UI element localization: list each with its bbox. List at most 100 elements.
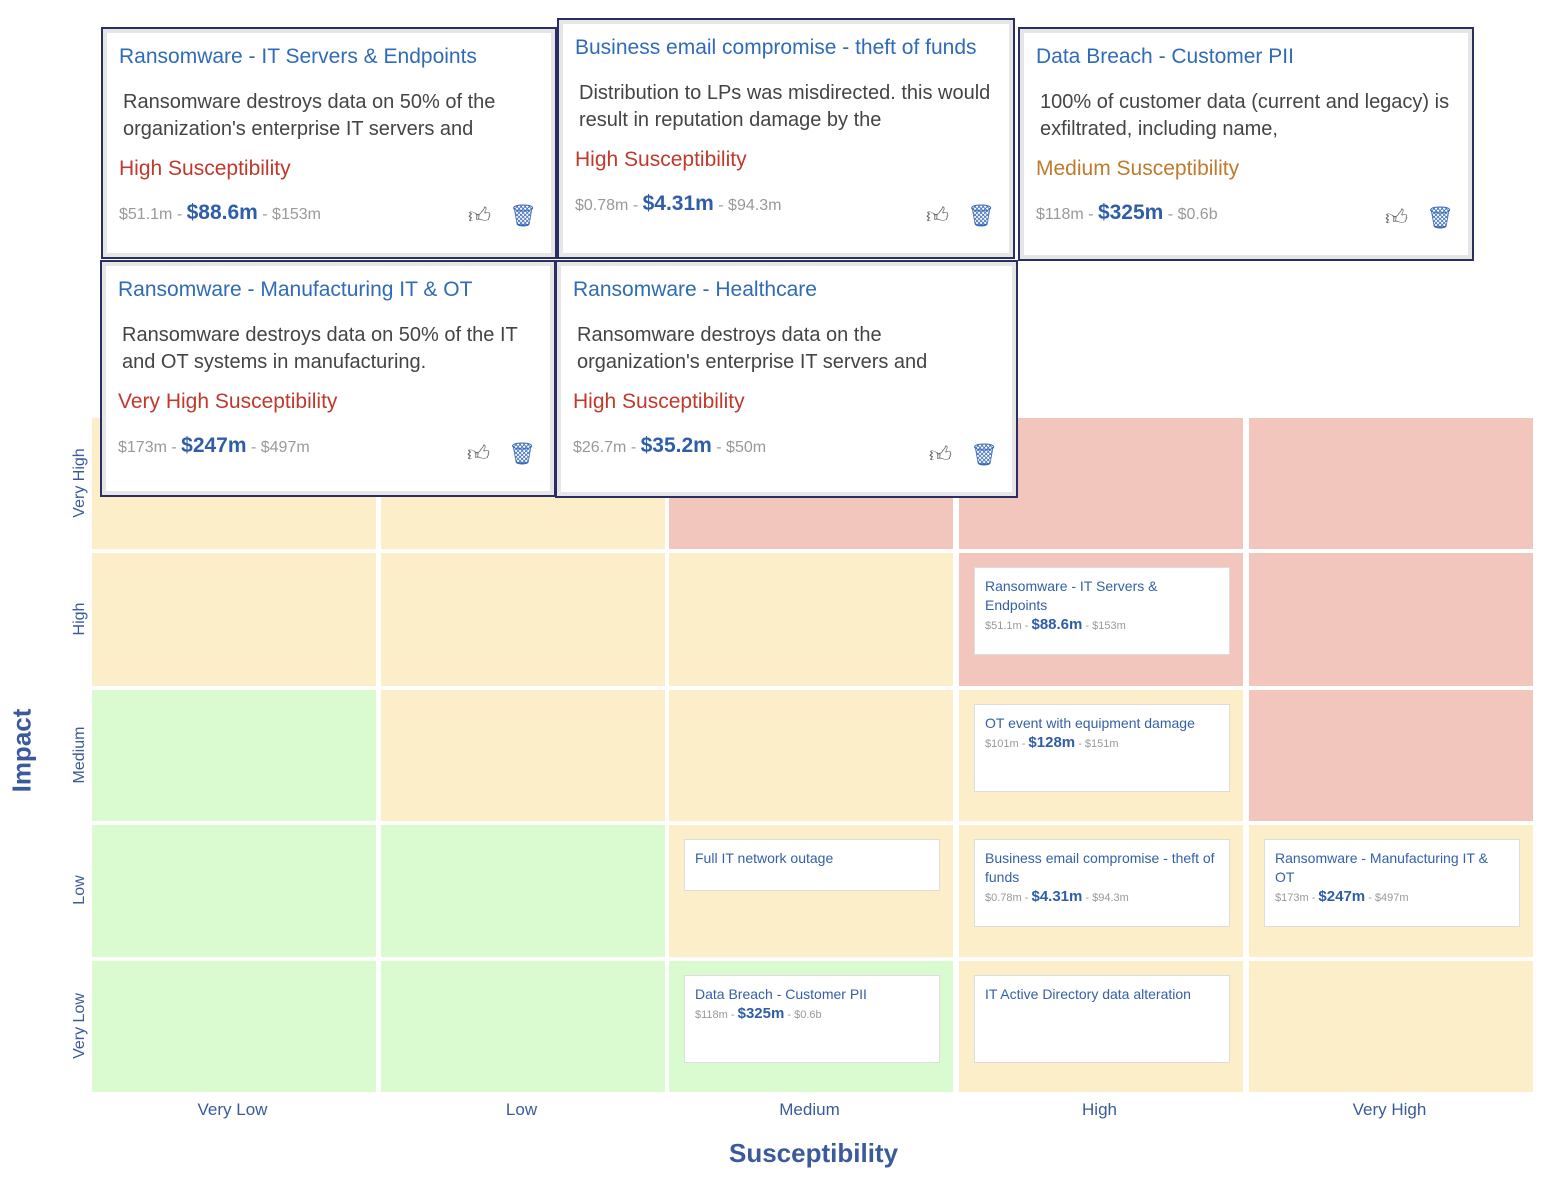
- matrix-cell: [1249, 418, 1533, 549]
- risk-detail-card[interactable]: Ransomware - IT Servers & Endpoints Ranso…: [101, 27, 557, 259]
- risk-title: OT event with equipment damage: [985, 715, 1195, 731]
- row-label: Very Low: [71, 992, 88, 1059]
- trash-icon[interactable]: 🗑︎: [508, 441, 536, 466]
- matrix-risk-card[interactable]: Ransomware - IT Servers & Endpoints $51.1…: [974, 567, 1230, 655]
- risk-detail-card[interactable]: Ransomware - Healthcare Ransomware destro…: [555, 260, 1018, 498]
- card-title[interactable]: Ransomware - Manufacturing IT & OT: [118, 278, 473, 301]
- matrix-risk-card[interactable]: Full IT network outage: [684, 839, 940, 891]
- card-title[interactable]: Data Breach - Customer PII: [1036, 45, 1294, 68]
- column-label: Very Low: [197, 1100, 268, 1119]
- range-low: $0.78m: [985, 892, 1022, 904]
- thumbs-up-icon[interactable]: 👍︎: [468, 203, 491, 228]
- card-title[interactable]: Ransomware - IT Servers & Endpoints: [119, 45, 477, 68]
- range-high: $151m: [1084, 738, 1119, 750]
- matrix-risk-card[interactable]: IT Active Directory data alteration: [974, 975, 1230, 1063]
- risk-title: Ransomware - IT Servers & Endpoints: [985, 578, 1158, 613]
- matrix-cell: [92, 961, 376, 1092]
- range-expected: $247m: [1318, 888, 1366, 905]
- risk-title: Business email compromise - theft of fun…: [985, 850, 1215, 885]
- range-high: $50m: [726, 439, 767, 456]
- row-label: Low: [71, 875, 88, 905]
- column-label: High: [1082, 1100, 1117, 1119]
- trash-icon[interactable]: 🗑︎: [967, 203, 995, 228]
- card-title[interactable]: Ransomware - Healthcare: [573, 278, 817, 301]
- card-description: Ransomware destroys data on the organiza…: [577, 324, 928, 373]
- loss-range: $0.78m - $4.31m - $94.3m: [575, 192, 782, 215]
- matrix-cell: [92, 553, 376, 686]
- trash-icon[interactable]: 🗑︎: [509, 203, 537, 228]
- range-expected: $88.6m: [1031, 616, 1083, 633]
- card-description: Ransomware destroys data on 50% of the o…: [123, 91, 496, 140]
- risk-detail-card[interactable]: Data Breach - Customer PII 100% of custom…: [1018, 27, 1474, 261]
- loss-range: $26.7m - $35.2m - $50m: [573, 434, 767, 457]
- loss-range: $118m - $325m - $0.6b: [1036, 201, 1218, 224]
- row-label: Very High: [71, 447, 88, 518]
- risk-title: Data Breach - Customer PII: [695, 986, 867, 1002]
- trash-icon[interactable]: 🗑︎: [1426, 205, 1454, 230]
- matrix-cell: [1249, 690, 1533, 821]
- range-low: $173m: [1275, 892, 1309, 904]
- x-axis-title: Susceptibility: [729, 1138, 899, 1168]
- loss-range: $51.1m - $88.6m - $153m: [119, 201, 321, 224]
- matrix-cell: [381, 553, 665, 686]
- risk-range: $101m - $128m - $151m: [985, 734, 1119, 751]
- column-label: Low: [505, 1100, 538, 1119]
- matrix-cell: [92, 825, 376, 957]
- matrix-cell: [381, 690, 665, 821]
- range-low: $51.1m: [119, 206, 173, 223]
- thumbs-up-icon[interactable]: 👍︎: [926, 203, 949, 228]
- matrix-cell: [1249, 961, 1533, 1092]
- y-axis-title: Impact: [6, 708, 37, 793]
- card-description: Ransomware destroys data on 50% of the I…: [122, 324, 518, 373]
- range-low: $26.7m: [573, 439, 627, 456]
- range-high: $0.6b: [794, 1009, 822, 1021]
- card-description: 100% of customer data (current and legac…: [1040, 91, 1450, 140]
- range-expected: $247m: [181, 434, 247, 457]
- susceptibility-label: Very High Susceptibility: [118, 390, 338, 413]
- matrix-cell: [1249, 553, 1533, 686]
- range-expected: $325m: [1097, 201, 1164, 224]
- matrix-risk-card[interactable]: Data Breach - Customer PII $118m - $325m …: [684, 975, 940, 1063]
- risk-title: Full IT network outage: [695, 850, 834, 866]
- range-expected: $325m: [737, 1005, 785, 1022]
- range-low: $118m: [695, 1009, 728, 1021]
- range-low: $118m: [1036, 206, 1084, 223]
- range-high: $94.3m: [1092, 892, 1129, 904]
- risk-title: IT Active Directory data alteration: [985, 986, 1191, 1002]
- thumbs-up-icon[interactable]: 👍︎: [1385, 205, 1408, 230]
- risk-detail-card[interactable]: Ransomware - Manufacturing IT & OT Ransom…: [100, 260, 556, 497]
- range-expected: $4.31m: [642, 192, 714, 215]
- loss-range: $173m - $247m - $497m: [118, 434, 310, 457]
- susceptibility-label: High Susceptibility: [575, 148, 747, 171]
- column-label: Very High: [1352, 1100, 1427, 1119]
- range-high: $497m: [260, 439, 310, 456]
- range-expected: $4.31m: [1031, 888, 1083, 905]
- thumbs-up-icon[interactable]: 👍︎: [929, 442, 952, 467]
- card-title[interactable]: Business email compromise - theft of fun…: [575, 36, 977, 59]
- range-low: $101m: [985, 738, 1019, 750]
- column-label: Medium: [779, 1100, 840, 1119]
- matrix-cell: [381, 825, 665, 957]
- risk-range: $173m - $247m - $497m: [1275, 888, 1409, 905]
- range-high: $94.3m: [728, 197, 782, 214]
- risk-title: Ransomware - Manufacturing IT & OT: [1275, 850, 1488, 885]
- row-label: Medium: [71, 726, 88, 783]
- matrix-risk-card[interactable]: Ransomware - Manufacturing IT & OT $173m …: [1264, 839, 1520, 927]
- range-high: $0.6b: [1177, 206, 1218, 223]
- susceptibility-label: High Susceptibility: [119, 157, 291, 180]
- risk-range: $118m - $325m - $0.6b: [695, 1005, 822, 1022]
- range-high: $153m: [272, 206, 321, 223]
- thumbs-up-icon[interactable]: 👍︎: [467, 441, 490, 466]
- range-high: $497m: [1374, 892, 1409, 904]
- matrix-cell: [381, 961, 665, 1092]
- risk-range: $51.1m - $88.6m - $153m: [985, 616, 1126, 633]
- matrix-risk-card[interactable]: OT event with equipment damage $101m - $1…: [974, 704, 1230, 792]
- row-label: High: [71, 602, 88, 635]
- range-high: $153m: [1092, 620, 1126, 632]
- matrix-risk-card[interactable]: Business email compromise - theft of fun…: [974, 839, 1230, 927]
- range-low: $51.1m: [985, 620, 1022, 632]
- risk-detail-card[interactable]: Business email compromise - theft of fun…: [557, 18, 1015, 259]
- range-low: $0.78m: [575, 197, 629, 214]
- range-expected: $35.2m: [640, 434, 712, 457]
- trash-icon[interactable]: 🗑︎: [970, 442, 998, 467]
